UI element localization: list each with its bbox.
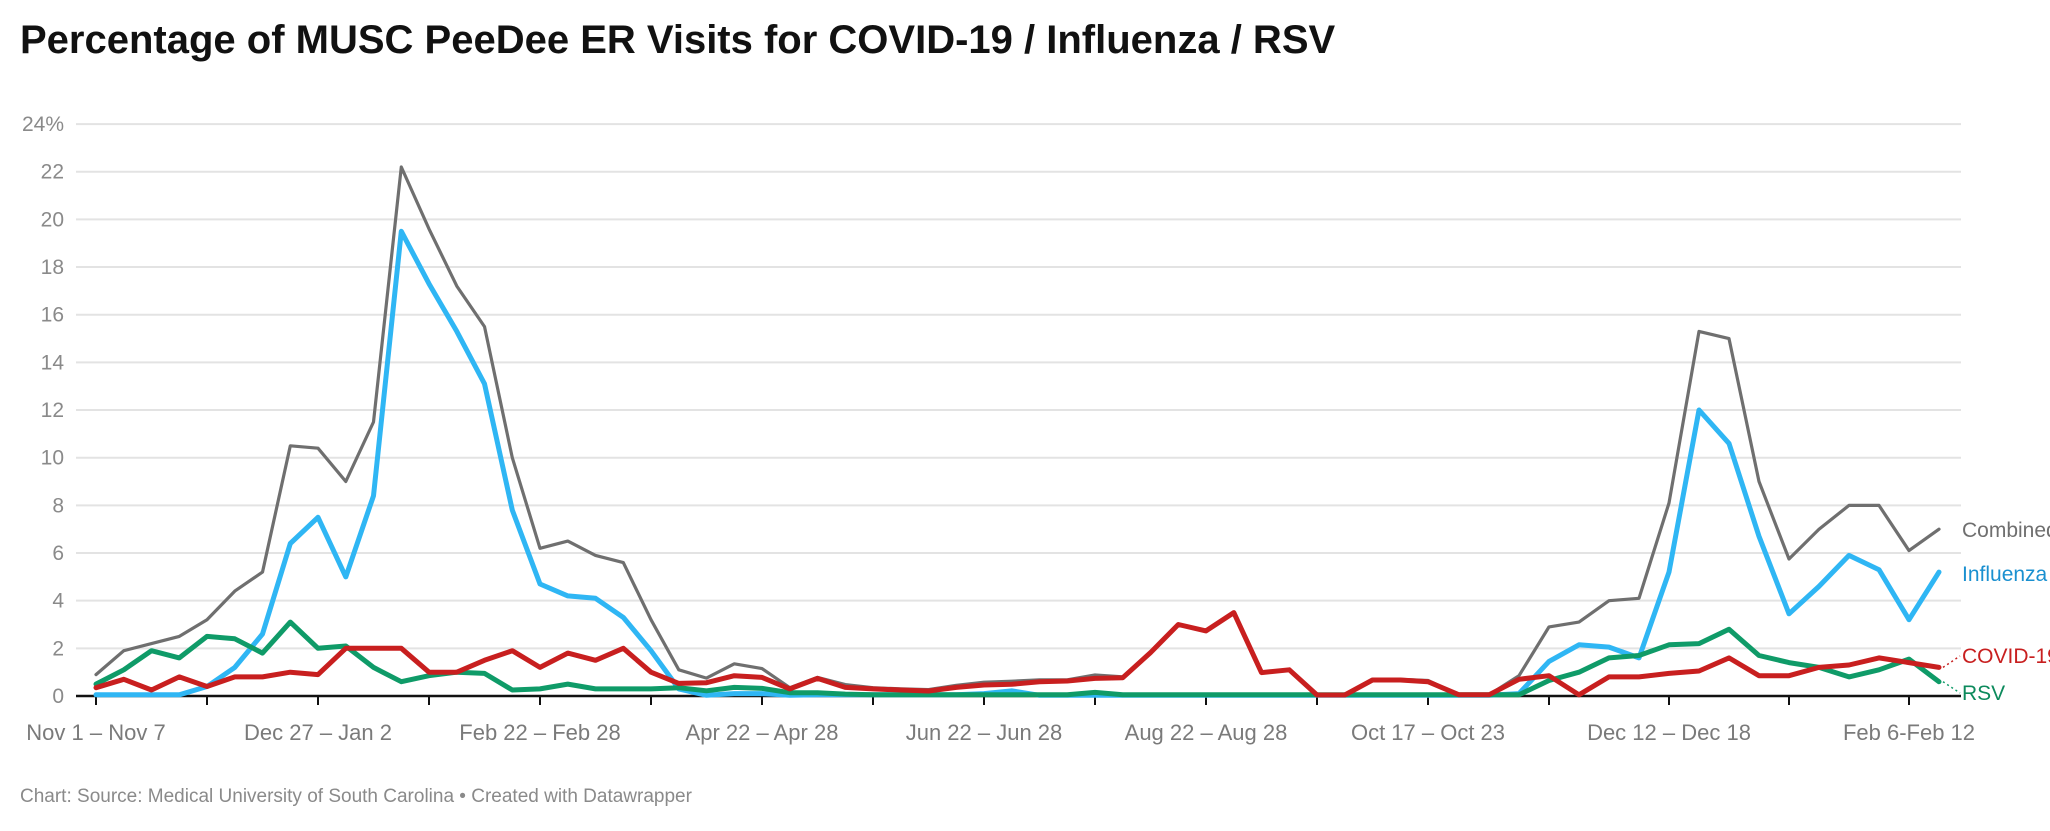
y-tick-label: 10 — [41, 447, 64, 470]
x-tick-label: Apr 22 – Apr 28 — [686, 720, 839, 745]
y-tick-label: 8 — [52, 494, 64, 517]
x-tick-label: Jun 22 – Jun 28 — [906, 720, 1063, 745]
series-lines — [93, 165, 1942, 698]
gridlines — [76, 123, 1961, 650]
chart-title: Percentage of MUSC PeeDee ER Visits for … — [20, 18, 1336, 62]
y-tick-label: 18 — [41, 256, 64, 279]
label-connector — [1942, 655, 1961, 669]
series-line-covid-19 — [93, 610, 1942, 698]
series-label-combined: Combined — [1962, 519, 2050, 542]
y-tick-label: 2 — [52, 637, 64, 660]
series-label-influenza: Influenza — [1962, 563, 2048, 586]
y-tick-label: 24% — [22, 113, 64, 136]
x-tick-label: Aug 22 – Aug 28 — [1125, 720, 1288, 745]
y-axis: 0 2 4 6 8 10 12 14 16 18 20 22 24% — [22, 113, 64, 708]
y-tick-label: 12 — [41, 399, 64, 422]
y-tick-label: 14 — [41, 351, 65, 374]
x-tick-label: Dec 27 – Jan 2 — [244, 720, 392, 745]
y-tick-label: 20 — [41, 208, 64, 231]
chart-source-note: Chart: Source: Medical University of Sou… — [20, 786, 692, 807]
y-tick-label: 22 — [41, 161, 64, 184]
series-line-rsv — [93, 619, 1942, 698]
series-labels: Combined Influenza COVID-19 RSV — [1942, 519, 2050, 705]
series-line-influenza — [93, 228, 1942, 698]
x-tick-label: Nov 1 – Nov 7 — [26, 720, 165, 745]
label-connector — [1942, 681, 1961, 694]
y-tick-label: 0 — [52, 685, 64, 708]
x-tick-label: Dec 12 – Dec 18 — [1587, 720, 1751, 745]
x-tick-label: Feb 6-Feb 12 — [1843, 720, 1975, 745]
y-tick-label: 4 — [52, 590, 64, 613]
x-tick-label: Feb 22 – Feb 28 — [459, 720, 620, 745]
series-label-rsv: RSV — [1962, 682, 2005, 705]
x-tick-label: Oct 17 – Oct 23 — [1351, 720, 1505, 745]
series-label-covid-19: COVID-19 — [1962, 645, 2050, 668]
series-line-combined — [94, 165, 1941, 697]
x-axis: Nov 1 – Nov 7 Dec 27 – Jan 2 Feb 22 – Feb … — [26, 694, 1975, 745]
y-tick-label: 6 — [52, 542, 64, 565]
y-tick-label: 16 — [41, 304, 64, 327]
